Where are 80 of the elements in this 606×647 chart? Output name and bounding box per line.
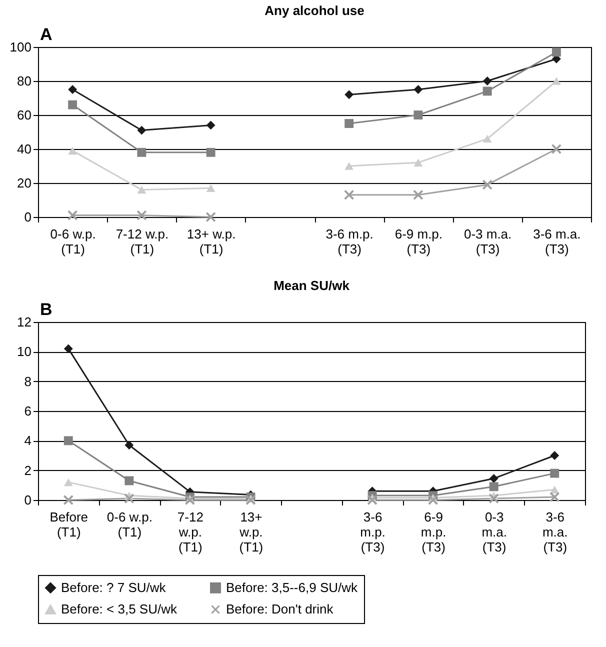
point <box>489 482 498 492</box>
y-tick-label: 2 <box>24 462 32 478</box>
legend-label: Before: Don't drink <box>226 602 334 616</box>
y-tick-label: 8 <box>24 374 32 389</box>
x-tick-label: 0-3 m.a. (T3) <box>482 510 507 554</box>
point <box>68 85 78 94</box>
point <box>184 494 196 506</box>
y-tick-label: 40 <box>17 142 32 156</box>
y-tick-label: 4 <box>24 433 32 448</box>
text: A <box>40 25 52 44</box>
point <box>124 440 134 450</box>
y-tick-label: 80 <box>17 74 32 88</box>
point <box>552 48 561 57</box>
x-tick-label: 13+ w.p. (T1) <box>186 226 236 256</box>
point <box>206 148 216 157</box>
point <box>137 186 146 194</box>
x-tick-label: 6-9 m.p. (T3) <box>394 226 443 256</box>
point <box>414 85 423 94</box>
point <box>549 492 560 502</box>
point <box>344 90 354 100</box>
point <box>124 476 134 486</box>
point <box>64 478 73 486</box>
y-tick-label: 100 <box>10 40 32 54</box>
point <box>414 110 423 120</box>
legend-label: Before: 3,5--6,9 SU/wk <box>226 580 358 595</box>
x-tick-label: 7-12 w.p. (T1) <box>116 226 169 256</box>
point <box>124 493 134 504</box>
point <box>428 494 438 506</box>
point <box>344 119 354 128</box>
point <box>64 436 73 446</box>
y-tick-label: 60 <box>17 108 32 122</box>
point <box>488 493 500 504</box>
point <box>550 451 560 460</box>
point <box>482 134 492 143</box>
text: B <box>40 300 52 319</box>
point <box>206 184 216 192</box>
y-tick-label: 0 <box>24 492 32 508</box>
point <box>137 148 146 157</box>
x-tick-label: 0-6 w.p. (T1) <box>50 226 96 256</box>
y-tick-label: 6 <box>24 404 32 418</box>
x-tick-label: 0-3 m.a. (T3) <box>464 226 512 256</box>
legend-label: Before: ? 7 SU/wk <box>61 580 166 595</box>
x-tick-label: 3-6 m.a. (T3) <box>542 510 568 554</box>
point <box>136 210 147 220</box>
x-tick-label: Before (T1) <box>50 510 88 540</box>
point <box>482 76 492 86</box>
point <box>412 190 424 200</box>
point <box>63 494 74 506</box>
chart-title: Mean SU/wk <box>274 278 350 293</box>
x-tick-label: 3-6 m.p. (T3) <box>326 226 374 256</box>
point <box>482 86 492 96</box>
point <box>64 344 73 354</box>
point <box>344 162 354 170</box>
y-tick-label: 12 <box>17 314 32 330</box>
x-tick-label: 6-9 m.p. (T3) <box>420 510 446 554</box>
point <box>489 474 498 483</box>
point <box>206 212 216 222</box>
chart-title: Any alcohol use <box>264 3 364 18</box>
x-tick-label: 7-12 w.p. (T1) <box>177 510 204 554</box>
x-tick-label: 0-6 w.p. (T1) <box>106 510 152 540</box>
point <box>551 144 562 154</box>
point <box>482 180 493 190</box>
point <box>246 494 256 506</box>
x-tick-label: 3-6 m.p. (T3) <box>360 510 386 554</box>
point <box>414 158 423 166</box>
point <box>68 146 78 155</box>
point <box>550 468 560 478</box>
y-tick-label: 10 <box>17 344 32 360</box>
x-tick-label: 3-6 m.a. (T3) <box>533 226 581 256</box>
legend-label: Before: < 3,5 SU/wk <box>61 602 178 616</box>
y-tick-label: 0 <box>24 210 32 224</box>
point <box>206 120 216 130</box>
point <box>67 210 78 220</box>
point <box>550 486 560 494</box>
x-tick-label: 13+ w.p. (T1) <box>238 510 264 554</box>
point <box>68 100 78 110</box>
point <box>344 190 354 200</box>
point <box>137 126 146 135</box>
y-tick-label: 20 <box>17 176 32 190</box>
point <box>367 494 378 506</box>
